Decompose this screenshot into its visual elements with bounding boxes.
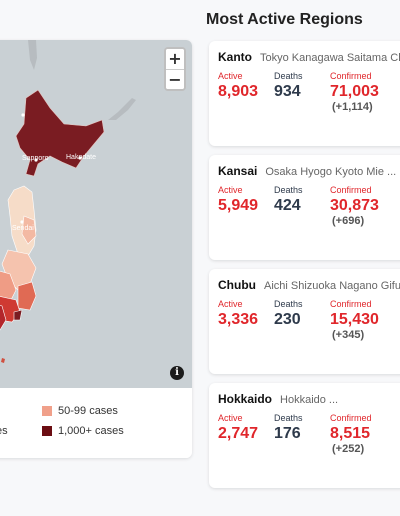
confirmed-value: 15,430	[330, 311, 379, 328]
confirmed-delta: (+696)	[332, 215, 365, 227]
confirmed-stat: Confirmed 30,873 (+696)	[330, 185, 379, 227]
confirmed-label: Confirmed	[330, 413, 372, 423]
active-stat: Active 3,336	[218, 299, 258, 329]
region-header: Kansai Osaka Hyogo Kyoto Mie ...	[218, 164, 396, 178]
region-prefectures: Aichi Shizuoka Nagano Gifu ...	[264, 280, 400, 292]
active-value: 8,903	[218, 83, 259, 100]
deaths-stat: Deaths 176	[274, 413, 303, 443]
region-card-chubu[interactable]: Chubu Aichi Shizuoka Nagano Gifu ... Acti…	[209, 269, 400, 374]
confirmed-delta: (+252)	[332, 443, 365, 455]
confirmed-stat: Confirmed 15,430 (+345)	[330, 299, 379, 341]
region-prefectures: Tokyo Kanagawa Saitama Chi	[260, 52, 400, 64]
active-value: 2,747	[218, 425, 259, 442]
active-stat: Active 8,903	[218, 71, 258, 101]
deaths-value: 934	[274, 83, 301, 100]
region-prefectures: Hokkaido ...	[280, 394, 339, 406]
deaths-value: 176	[274, 425, 301, 442]
map-legend: 50-99 cases 1,000+ cases es	[0, 388, 192, 458]
active-stat: Active 5,949	[218, 185, 258, 215]
confirmed-value: 71,003	[330, 83, 379, 100]
city-label-sendai: Sendai	[12, 225, 34, 232]
region-card-kansai[interactable]: Kansai Osaka Hyogo Kyoto Mie ... Active 5…	[209, 155, 400, 260]
active-label: Active	[218, 413, 243, 423]
confirmed-value: 30,873	[330, 197, 379, 214]
legend-label: es	[0, 425, 8, 437]
deaths-stat: Deaths 230	[274, 299, 303, 329]
region-header: Chubu Aichi Shizuoka Nagano Gifu ...	[218, 278, 400, 292]
active-label: Active	[218, 71, 243, 81]
region-name: Chubu	[218, 278, 256, 292]
deaths-label: Deaths	[274, 299, 303, 309]
confirmed-label: Confirmed	[330, 71, 372, 81]
japan-map-shapes[interactable]: Sapporo Hakodate Sendai	[0, 40, 192, 388]
deaths-value: 424	[274, 197, 301, 214]
japan-map[interactable]: Sapporo Hakodate Sendai + − i	[0, 40, 192, 388]
active-value: 3,336	[218, 311, 259, 328]
hokkaido-region[interactable]	[15, 89, 105, 177]
legend-label: 1,000+ cases	[58, 425, 124, 437]
info-icon[interactable]: i	[170, 366, 184, 380]
legend-item-1000-plus: 1,000+ cases	[42, 425, 124, 437]
active-label: Active	[218, 299, 243, 309]
zoom-control: + −	[164, 47, 186, 91]
legend-swatch	[42, 406, 52, 416]
region-header: Hokkaido Hokkaido ...	[218, 392, 338, 406]
legend-item-truncated: es	[0, 425, 8, 437]
confirmed-stat: Confirmed 8,515 (+252)	[330, 413, 372, 455]
confirmed-label: Confirmed	[330, 299, 372, 309]
region-name: Kanto	[218, 50, 252, 64]
deaths-label: Deaths	[274, 71, 303, 81]
region-prefectures: Osaka Hyogo Kyoto Mie ...	[265, 166, 397, 178]
confirmed-stat: Confirmed 71,003 (+1,114)	[330, 71, 379, 113]
active-stat: Active 2,747	[218, 413, 258, 443]
legend-swatch	[42, 426, 52, 436]
region-name: Kansai	[218, 164, 258, 178]
city-label-hakodate: Hakodate	[66, 154, 96, 161]
region-header: Kanto Tokyo Kanagawa Saitama Chi	[218, 50, 400, 64]
deaths-label: Deaths	[274, 185, 303, 195]
zoom-out-button[interactable]: −	[166, 69, 184, 89]
section-title: Most Active Regions	[206, 11, 363, 28]
deaths-label: Deaths	[274, 413, 303, 423]
deaths-stat: Deaths 424	[274, 185, 303, 215]
legend-label: 50-99 cases	[58, 405, 118, 417]
confirmed-value: 8,515	[330, 425, 371, 442]
confirmed-delta: (+345)	[332, 329, 365, 341]
active-label: Active	[218, 185, 243, 195]
active-value: 5,949	[218, 197, 259, 214]
legend-item-50-99: 50-99 cases	[42, 405, 118, 417]
deaths-stat: Deaths 934	[274, 71, 303, 101]
region-card-hokkaido[interactable]: Hokkaido Hokkaido ... Active 2,747 Deaths…	[209, 383, 400, 488]
city-label-sapporo: Sapporo	[22, 155, 49, 162]
zoom-in-button[interactable]: +	[166, 49, 184, 69]
confirmed-label: Confirmed	[330, 185, 372, 195]
deaths-value: 230	[274, 311, 301, 328]
confirmed-delta: (+1,114)	[332, 101, 373, 113]
prefecture-map-card: Sapporo Hakodate Sendai + − i 50-99 case…	[0, 40, 192, 458]
region-name: Hokkaido	[218, 392, 273, 406]
region-card-kanto[interactable]: Kanto Tokyo Kanagawa Saitama Chi Active 8…	[209, 41, 400, 146]
